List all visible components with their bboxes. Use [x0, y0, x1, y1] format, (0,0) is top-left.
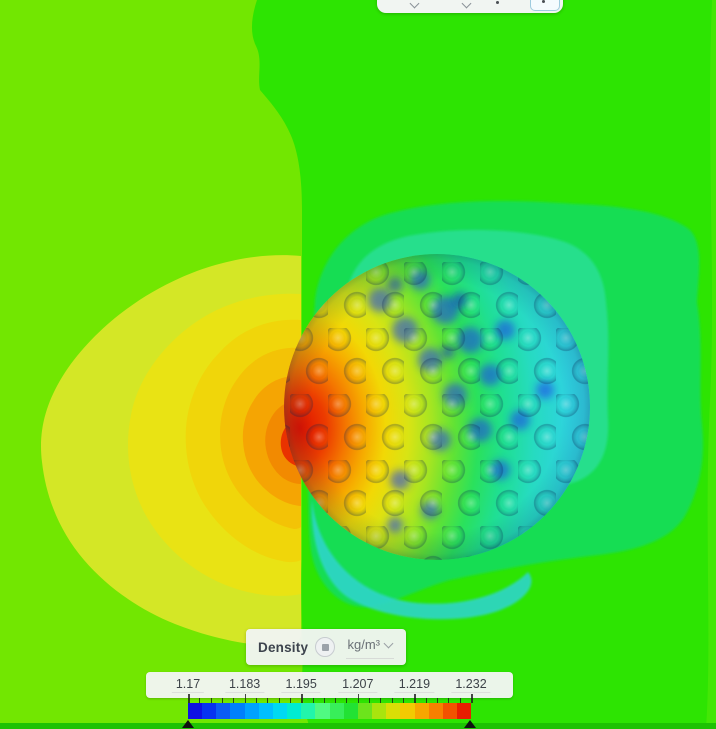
colorbar-segment — [287, 703, 302, 719]
unit-label: kg/m³ — [347, 637, 381, 652]
right-edge-contour — [706, 0, 716, 729]
colorbar-segment — [428, 703, 443, 719]
golf-ball[interactable] — [284, 254, 590, 560]
legend-value[interactable]: 1.183 — [224, 677, 265, 693]
colorbar-segment — [202, 703, 217, 719]
colorbar-segment — [188, 703, 203, 719]
colorbar-segment — [442, 703, 457, 719]
viewer-toolbar — [377, 0, 563, 13]
range-max-handle[interactable] — [464, 720, 476, 728]
colorbar-segment — [343, 703, 358, 719]
bottom-edge-strip — [0, 723, 716, 729]
colorbar-segment — [372, 703, 387, 719]
chevron-down-icon — [383, 638, 394, 648]
legend-value[interactable]: 1.232 — [451, 677, 491, 693]
unit-dropdown[interactable]: kg/m³ — [345, 635, 394, 659]
dropdown-caret-icon[interactable] — [409, 0, 420, 9]
colorbar-segment — [258, 703, 273, 719]
legend-value[interactable]: 1.219 — [394, 677, 435, 693]
colorbar-segment — [315, 703, 330, 719]
colorbar-segment — [244, 703, 259, 719]
legend-colorbar — [188, 703, 472, 719]
solid-color-toggle-icon[interactable] — [315, 637, 336, 657]
legend-panel: 1.17 1.183 1.195 1.207 1.219 1.232 — [146, 672, 513, 698]
dropdown-caret-icon[interactable] — [461, 0, 472, 9]
colorbar-segment — [414, 703, 429, 719]
legend-value[interactable]: 1.195 — [281, 677, 321, 693]
colorbar-segment — [400, 703, 415, 719]
colorbar-segment — [216, 703, 231, 719]
field-label: Density — [258, 639, 309, 655]
wake-cyan-fringe — [311, 500, 532, 620]
tool-icon — [542, 0, 545, 3]
colorbar-segment — [456, 703, 472, 719]
colorbar-segment — [230, 703, 245, 719]
range-min-handle[interactable] — [182, 720, 194, 728]
field-selector-panel[interactable]: Density kg/m³ — [246, 629, 406, 665]
legend-tick-marks — [188, 694, 473, 703]
legend-value[interactable]: 1.207 — [338, 677, 378, 693]
colorbar-segment — [357, 703, 373, 719]
colorbar-segment — [272, 703, 288, 719]
legend-value[interactable]: 1.17 — [171, 677, 205, 693]
active-tool-button[interactable] — [530, 0, 560, 11]
colorbar-segment — [329, 703, 344, 719]
colorbar-segment — [301, 703, 316, 719]
tool-icon[interactable] — [496, 1, 499, 4]
colorbar-segment — [386, 703, 401, 719]
